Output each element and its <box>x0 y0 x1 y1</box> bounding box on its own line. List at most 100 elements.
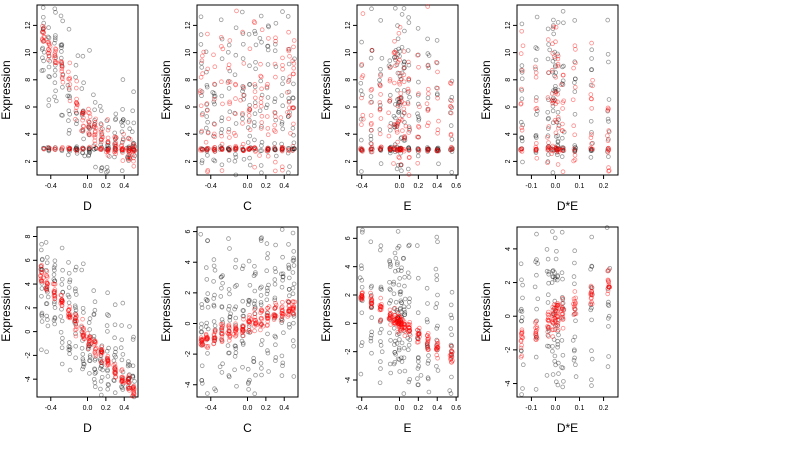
x-tick-label: 0.2 <box>599 405 609 412</box>
fitted-point <box>240 326 246 332</box>
fitted-point <box>219 79 224 84</box>
observed-point <box>407 94 412 100</box>
observed-point <box>398 77 404 82</box>
fitted-point <box>397 324 403 330</box>
observed-point <box>39 267 45 272</box>
observed-point <box>396 110 402 115</box>
fitted-point <box>555 314 561 319</box>
observed-point <box>554 302 560 308</box>
observed-point <box>401 304 407 310</box>
fitted-point <box>199 343 205 348</box>
observed-point <box>73 267 78 273</box>
observed-point <box>398 309 404 315</box>
observed-point <box>397 289 403 295</box>
fitted-point <box>359 95 364 101</box>
observed-point <box>286 170 291 176</box>
observed-point <box>560 78 566 84</box>
fitted-point <box>87 144 92 150</box>
fitted-point <box>112 361 118 367</box>
observed-point <box>415 149 421 155</box>
observed-point <box>559 338 565 343</box>
observed-point <box>387 127 393 133</box>
fitted-point <box>402 134 407 139</box>
fitted-point <box>377 83 383 89</box>
fitted-point <box>387 312 393 318</box>
observed-point <box>251 273 257 279</box>
observed-point <box>402 65 407 70</box>
fitted-point <box>551 302 557 308</box>
observed-point <box>72 318 77 324</box>
observed-point <box>45 145 50 150</box>
x-tick-label: -0.4 <box>356 183 368 190</box>
observed-point <box>447 147 453 152</box>
fitted-point <box>264 314 270 319</box>
fitted-point <box>212 335 218 341</box>
observed-point <box>80 53 86 59</box>
observed-point <box>395 110 401 115</box>
fitted-point <box>259 308 265 314</box>
fitted-point <box>519 128 525 133</box>
observed-point <box>559 270 565 276</box>
fitted-point <box>534 335 540 341</box>
observed-point <box>44 287 50 293</box>
observed-point <box>111 377 116 383</box>
fitted-point <box>424 101 430 106</box>
fitted-point <box>67 314 73 319</box>
observed-point <box>112 141 117 146</box>
x-tick-label: 0.2 <box>261 405 271 412</box>
observed-point <box>589 383 594 388</box>
fitted-point <box>212 131 217 137</box>
observed-point <box>280 81 285 87</box>
fitted-point <box>280 308 286 313</box>
observed-point <box>399 300 404 305</box>
fitted-point <box>545 329 550 335</box>
fitted-point <box>360 147 365 153</box>
observed-point <box>130 375 136 380</box>
fitted-point <box>106 362 111 368</box>
fitted-point <box>286 29 291 35</box>
observed-point <box>392 359 398 365</box>
fitted-point <box>550 334 555 339</box>
observed-point <box>572 144 578 150</box>
fitted-point <box>272 168 278 174</box>
fitted-point <box>130 386 136 392</box>
observed-point <box>219 118 224 124</box>
observed-point <box>425 361 431 366</box>
fitted-point <box>435 131 440 136</box>
observed-point <box>450 146 456 152</box>
fitted-point <box>253 318 258 323</box>
fitted-point <box>241 148 246 154</box>
fitted-point <box>519 342 524 348</box>
observed-point <box>105 367 110 373</box>
observed-point <box>604 225 610 230</box>
fitted-point <box>359 293 365 299</box>
observed-point <box>52 6 58 12</box>
observed-point <box>279 316 284 322</box>
observed-point <box>358 263 364 269</box>
observed-point <box>360 92 365 97</box>
observed-point <box>555 344 560 350</box>
fitted-point <box>259 120 265 125</box>
observed-point <box>219 145 224 151</box>
observed-point <box>395 245 401 251</box>
observed-point <box>395 36 401 42</box>
fitted-point <box>212 338 218 344</box>
fitted-point <box>219 334 225 340</box>
fitted-point <box>86 123 92 128</box>
fitted-point <box>553 130 559 136</box>
observed-point <box>378 145 384 151</box>
observed-point <box>227 303 232 309</box>
fitted-point <box>40 27 46 32</box>
fitted-point <box>80 110 85 116</box>
fitted-point <box>605 149 611 155</box>
observed-point <box>67 148 72 154</box>
fitted-point <box>113 371 118 377</box>
observed-point <box>415 114 421 119</box>
observed-point <box>40 26 46 32</box>
observed-point <box>406 304 411 310</box>
fitted-point <box>555 92 560 97</box>
observed-point <box>425 95 431 101</box>
observed-point <box>369 350 374 356</box>
fitted-point <box>387 146 393 152</box>
fitted-point <box>286 48 292 54</box>
